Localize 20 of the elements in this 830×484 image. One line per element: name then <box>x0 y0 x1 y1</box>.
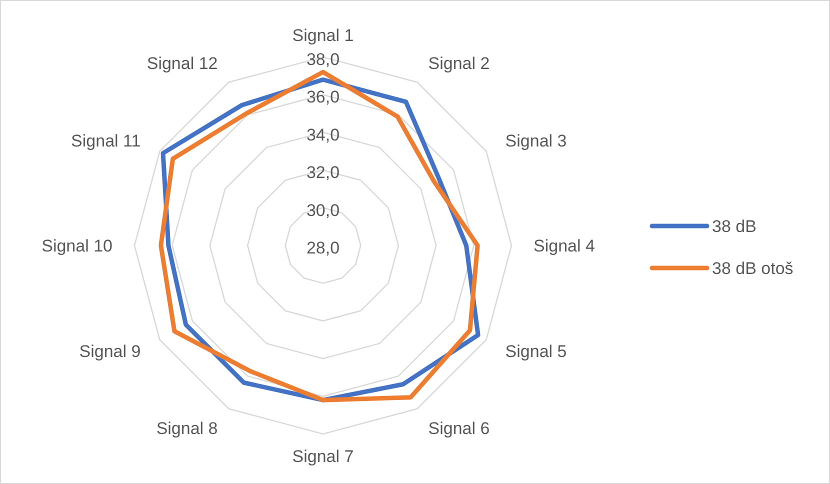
legend-label: 38 dB otoš <box>712 259 794 278</box>
spoke-label: Signal 8 <box>156 418 218 438</box>
spoke-label: Signal 7 <box>292 447 354 466</box>
y-tick-label: 36,0 <box>306 88 340 107</box>
y-tick-label: 34,0 <box>306 125 340 144</box>
legend-label: 38 dB <box>712 217 756 236</box>
spoke-label: Signal 6 <box>428 418 490 438</box>
y-tick-label: 38,0 <box>306 50 340 69</box>
spoke-label: Signal 9 <box>79 342 141 361</box>
y-tick-label: 28,0 <box>306 238 340 258</box>
y-tick-label: 32,0 <box>306 163 340 182</box>
y-tick-label: 30,0 <box>306 200 340 220</box>
spoke-label: Signal 12 <box>146 54 218 74</box>
spoke-label: Signal 3 <box>505 131 567 150</box>
spoke-label: Signal 11 <box>71 131 141 150</box>
spoke-label: Signal 5 <box>505 342 567 361</box>
spoke-label: Signal 4 <box>534 236 595 256</box>
spoke-label: Signal 1 <box>292 26 354 45</box>
spoke-label: Signal 10 <box>42 236 112 256</box>
spoke-label: Signal 2 <box>428 54 490 74</box>
